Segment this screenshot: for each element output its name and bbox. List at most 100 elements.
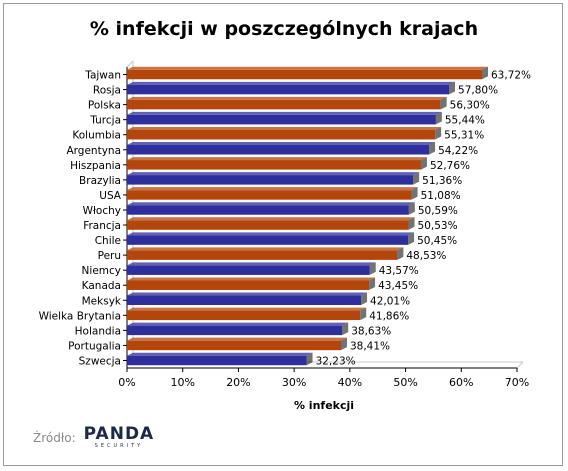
bar-value-label: 41,86%	[369, 310, 409, 322]
bar	[127, 265, 370, 275]
bar-top-face	[127, 111, 442, 115]
bar-top-face	[127, 262, 376, 266]
category-label: Szwecja	[79, 355, 121, 367]
bar	[127, 340, 341, 351]
bar	[127, 280, 370, 290]
bar-value-label: 55,31%	[444, 130, 484, 142]
category-label: Portugalia	[68, 340, 121, 352]
category-label: Hiszpania	[70, 160, 121, 172]
bar-top-face	[127, 217, 415, 221]
bar-value-label: 54,22%	[438, 145, 478, 157]
bar-side-face	[342, 322, 349, 336]
bar-top-face	[127, 247, 404, 251]
bar	[127, 220, 409, 230]
category-label: Tajwan	[84, 70, 121, 82]
bar-top-face	[127, 66, 489, 70]
bar-value-label: 43,57%	[379, 265, 419, 277]
category-label: Francja	[83, 220, 121, 232]
x-axis-label: % infekcji	[294, 399, 354, 412]
bar	[127, 250, 398, 260]
x-tick-label: 20%	[226, 376, 250, 389]
category-label: Kanada	[82, 280, 121, 292]
bar-top-face	[127, 172, 420, 176]
bar	[127, 295, 362, 306]
bar	[127, 145, 430, 155]
bar-value-label: 43,45%	[378, 280, 418, 292]
bar-top-face	[127, 292, 368, 296]
category-label: Niemcy	[82, 265, 121, 277]
logo-subtext: SECURITY	[94, 443, 144, 449]
x-tick-label: 50%	[393, 376, 417, 389]
bar-top-face	[127, 126, 442, 130]
category-label: Wielka Brytania	[39, 310, 121, 322]
category-label: Holandia	[75, 325, 121, 337]
bar-side-face	[408, 202, 415, 215]
bar	[127, 99, 441, 110]
panda-security-logo: PANDA SECURITY	[84, 426, 155, 449]
bar-top-face	[127, 96, 447, 100]
bar-value-label: 52,76%	[430, 160, 470, 172]
bar-top-face	[127, 142, 436, 146]
bar-value-label: 42,01%	[370, 295, 410, 307]
bar-side-face	[413, 172, 420, 185]
chart-title: % infekcji w poszczególnych krajach	[89, 18, 479, 40]
bar-side-face	[369, 277, 376, 290]
bar-top-face	[127, 307, 367, 311]
bar-value-label: 56,30%	[450, 100, 490, 112]
bar	[127, 175, 414, 185]
bar-side-face	[482, 66, 489, 80]
category-label: USA	[99, 190, 122, 202]
x-tick-label: 0%	[118, 376, 135, 389]
bar-side-face	[449, 81, 456, 95]
bar-side-face	[429, 142, 436, 155]
bar-top-face	[127, 232, 415, 236]
bar-side-face	[440, 96, 447, 110]
bar-top-face	[127, 157, 427, 161]
bar-value-label: 50,59%	[418, 205, 458, 217]
source-label: Źródło:	[33, 430, 76, 445]
category-label: Rosja	[93, 85, 121, 97]
logo-word: PANDA	[83, 424, 155, 444]
bar-side-face	[360, 307, 367, 321]
plot-wall-top-edge	[126, 60, 134, 68]
bar	[127, 69, 483, 80]
bar-side-face	[408, 232, 415, 245]
bar	[127, 160, 421, 170]
bar-top-face	[127, 277, 376, 281]
bar-value-label: 38,41%	[350, 340, 390, 352]
bar-value-label: 32,23%	[316, 355, 356, 367]
bar-value-label: 50,53%	[418, 220, 458, 232]
bar-side-face	[408, 217, 415, 230]
category-label: Polska	[88, 100, 121, 112]
bar-side-face	[340, 337, 347, 351]
category-label: Meksyk	[82, 295, 122, 307]
bar-top-face	[127, 322, 349, 326]
bar-top-face	[127, 81, 456, 85]
bar	[127, 325, 343, 336]
bar-side-face	[435, 111, 442, 125]
bar	[127, 310, 361, 321]
bar-value-label: 50,45%	[417, 235, 457, 247]
bar	[127, 129, 436, 140]
category-label: Peru	[98, 250, 121, 262]
category-label: Turcja	[89, 115, 121, 127]
bar-top-face	[127, 202, 415, 206]
bar	[127, 235, 409, 245]
bar-value-label: 57,80%	[458, 85, 498, 97]
bar	[127, 114, 436, 125]
bar-side-face	[397, 247, 404, 260]
bar-side-face	[361, 292, 368, 306]
x-tick-label: 70%	[505, 376, 529, 389]
x-tick-label: 30%	[282, 376, 306, 389]
x-tick-label: 60%	[449, 376, 473, 389]
category-label: Argentyna	[66, 145, 121, 157]
bar-top-face	[127, 352, 313, 356]
source-attribution: Źródło: PANDA SECURITY	[33, 426, 154, 449]
bar-top-face	[127, 337, 347, 341]
x-tick-label: 10%	[170, 376, 194, 389]
bar-side-face	[411, 187, 418, 200]
bar-value-label: 55,44%	[445, 115, 485, 127]
category-label: Włochy	[83, 205, 121, 217]
x-tick-label: 40%	[338, 376, 362, 389]
bar-side-face	[369, 262, 376, 275]
